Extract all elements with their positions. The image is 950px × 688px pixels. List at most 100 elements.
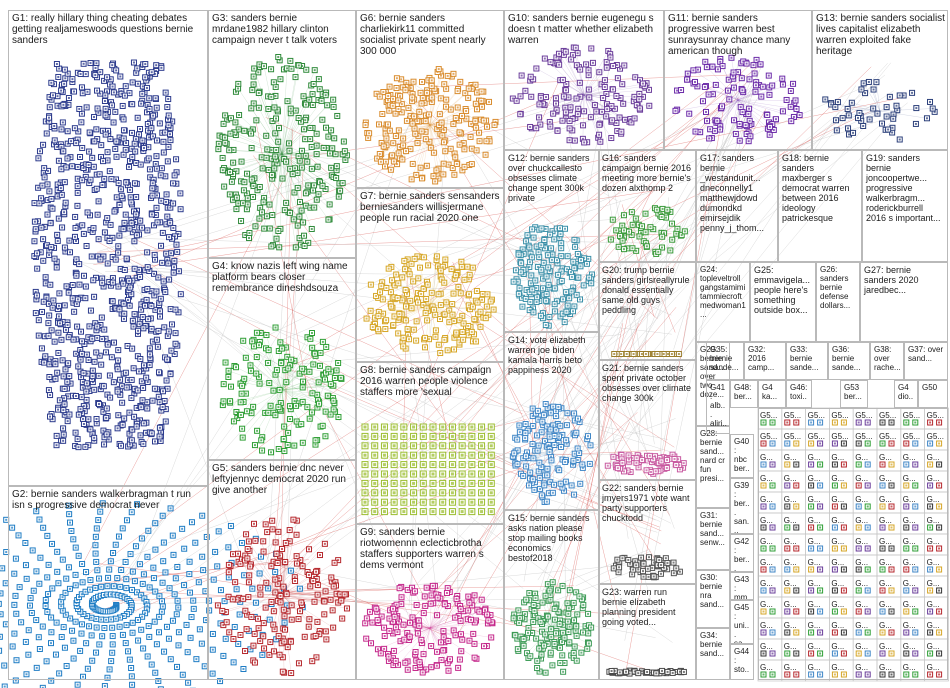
edge <box>737 99 770 123</box>
node-fill <box>0 613 2 616</box>
edge <box>582 94 585 139</box>
edge <box>281 385 334 391</box>
node-fill <box>53 143 56 146</box>
edge <box>105 90 894 612</box>
edge <box>550 599 553 628</box>
edge <box>429 108 466 126</box>
edge <box>563 409 661 569</box>
edge <box>429 124 453 169</box>
edge <box>526 599 553 628</box>
edge <box>628 401 675 529</box>
edge <box>558 53 585 96</box>
edge <box>863 83 881 112</box>
edge <box>281 594 320 635</box>
edge <box>271 153 283 247</box>
edge <box>429 124 465 167</box>
node-fill <box>118 136 121 139</box>
edge <box>133 428 564 612</box>
edge <box>737 99 740 125</box>
edge <box>79 456 556 618</box>
edge <box>700 99 739 133</box>
edge <box>617 107 751 299</box>
node-fill <box>80 296 83 299</box>
edge <box>429 622 475 629</box>
edge <box>281 581 332 596</box>
edge <box>429 269 452 306</box>
node-layer: G5... G5... G5... G5... G5... G5... G5... G5...… <box>0 44 949 688</box>
edge <box>429 600 472 629</box>
edge <box>281 389 284 440</box>
edge <box>251 108 283 155</box>
edge <box>432 74 744 87</box>
edge <box>563 54 585 96</box>
edge <box>551 253 578 275</box>
edge <box>254 112 413 597</box>
edge <box>656 118 739 319</box>
node <box>0 647 3 654</box>
edge <box>419 627 431 665</box>
node-fill <box>103 685 106 688</box>
node-fill <box>219 680 222 683</box>
edge <box>281 383 331 391</box>
edge <box>281 153 334 178</box>
edge <box>536 108 747 424</box>
edge <box>429 83 716 301</box>
edge <box>300 366 668 440</box>
edge <box>520 94 585 115</box>
edge <box>563 50 585 96</box>
edge <box>281 562 335 596</box>
node-fill <box>55 266 58 269</box>
edge <box>873 89 881 112</box>
edge <box>281 594 334 628</box>
node-fill <box>146 229 149 232</box>
edge <box>733 99 739 121</box>
edge <box>233 149 283 155</box>
node-fill <box>177 232 180 235</box>
edge <box>124 113 612 260</box>
edge <box>238 561 283 596</box>
edge <box>720 99 739 127</box>
edge <box>222 594 283 612</box>
node-fill <box>131 683 134 686</box>
node-fill <box>4 623 7 626</box>
edge <box>102 110 857 591</box>
edge <box>438 412 638 588</box>
edge <box>551 273 567 312</box>
edge <box>273 389 283 413</box>
edge <box>429 124 446 152</box>
node-fill <box>121 401 124 404</box>
edge <box>241 389 283 429</box>
edge <box>432 84 744 635</box>
edge <box>565 241 639 438</box>
edge <box>551 433 574 454</box>
edge <box>270 234 669 578</box>
edge <box>257 93 755 341</box>
edge <box>557 62 585 96</box>
edge <box>281 101 288 155</box>
edge <box>737 99 783 112</box>
node-fill <box>163 326 166 329</box>
edge <box>280 153 283 229</box>
edge <box>397 627 431 665</box>
edge <box>651 98 750 567</box>
edge <box>583 89 649 96</box>
edge <box>429 627 438 652</box>
edge <box>706 67 739 101</box>
edge <box>539 219 655 591</box>
edge <box>281 389 334 401</box>
edge <box>272 153 283 246</box>
node <box>0 600 2 607</box>
edge <box>429 620 461 629</box>
edge <box>429 596 469 629</box>
node-fill <box>175 171 178 174</box>
edge <box>281 577 332 596</box>
edge <box>429 627 448 664</box>
edge <box>576 310 662 453</box>
edge <box>695 99 739 132</box>
edge <box>583 86 605 96</box>
edge <box>281 121 302 155</box>
edge <box>566 418 676 458</box>
node-fill <box>150 290 153 293</box>
edge <box>281 387 303 391</box>
edge <box>704 86 739 101</box>
